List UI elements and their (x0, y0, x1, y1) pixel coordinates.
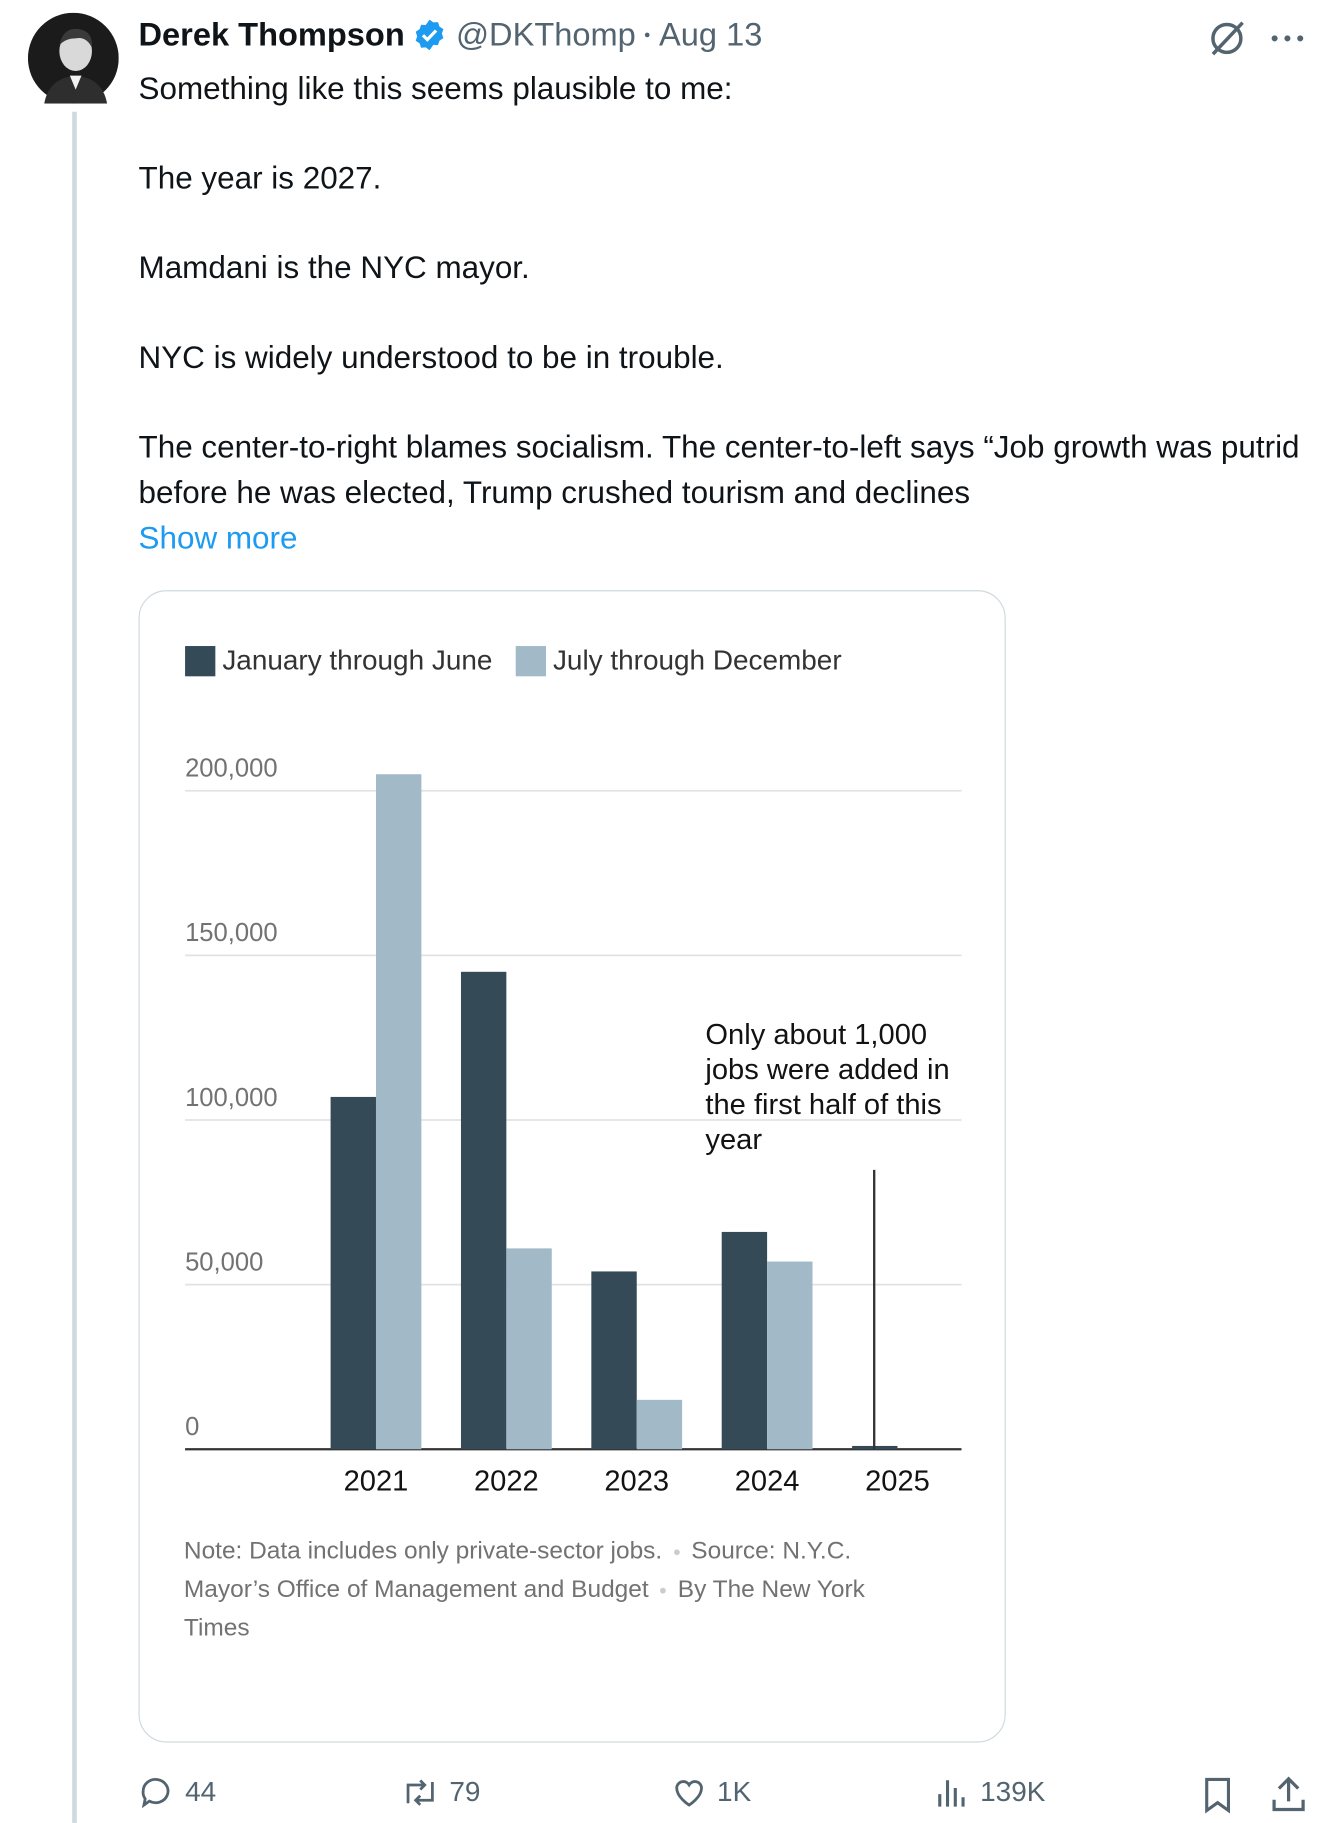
bar (721, 1231, 768, 1450)
paragraph: The center-to-right blames socialism. Th… (138, 429, 1300, 510)
separator (645, 32, 650, 38)
chart: January through June July through Decembe… (185, 645, 962, 1498)
paragraph: The year is 2027. (138, 160, 382, 196)
reply-count: 44 (185, 1776, 217, 1808)
x-tick-label: 2024 (735, 1466, 800, 1498)
bar (460, 971, 507, 1450)
bar (591, 1271, 637, 1450)
author-name[interactable]: Derek Thompson (138, 16, 405, 53)
grok-button[interactable] (1206, 17, 1248, 59)
legend-label: January through June (222, 645, 492, 676)
y-tick-label: 0 (185, 1413, 199, 1441)
verified-badge (415, 19, 444, 51)
like-count: 1K (717, 1776, 752, 1808)
paragraph: Mamdani is the NYC mayor. (138, 250, 530, 286)
share-button[interactable] (1269, 1774, 1309, 1816)
source: Source: N.Y.C. Mayor’s Office of Managem… (183, 1537, 852, 1603)
y-tick-label: 100,000 (185, 1084, 278, 1112)
paragraph: Something like this seems plausible to m… (138, 71, 733, 106)
y-tick-label: 200,000 (185, 755, 278, 783)
view-count: 139K (980, 1776, 1046, 1808)
paragraph: NYC is widely understood to be in troubl… (138, 339, 724, 375)
thread-line (72, 111, 77, 1823)
bar (375, 774, 422, 1450)
legend-label: July through December (553, 645, 842, 676)
tweet-text: Something like this seems plausible to m… (139, 66, 1303, 561)
repost-icon (406, 1779, 434, 1806)
legend-swatch (185, 646, 216, 677)
y-tick-label: 150,000 (185, 919, 278, 947)
tweet-header: Derek Thompson @DKThomp Aug 13 (139, 16, 763, 53)
bar (636, 1399, 683, 1450)
reply-icon (141, 1778, 170, 1809)
bar (767, 1261, 813, 1450)
separator (660, 1587, 667, 1594)
annotation: Only about 1,000 jobs were added in the … (705, 1018, 950, 1156)
post-date[interactable]: Aug 13 (659, 16, 763, 53)
bar (506, 1248, 552, 1450)
credit: By The New York Times (183, 1576, 865, 1642)
like-button[interactable]: 1K (670, 1774, 751, 1811)
x-tick-label: 2021 (344, 1466, 409, 1498)
reply-button[interactable]: 44 (139, 1774, 217, 1811)
bookmark-button[interactable] (1199, 1774, 1236, 1816)
x-tick-label: 2023 (604, 1466, 669, 1498)
bar (330, 1096, 376, 1450)
views-button[interactable]: 139K (934, 1774, 1046, 1811)
like-icon (675, 1780, 703, 1807)
media-card[interactable]: January through June July through Decembe… (138, 590, 1006, 1743)
show-more[interactable]: Show more (138, 520, 298, 556)
chart-footnote: Note: Data includes only private-sector … (184, 1532, 929, 1647)
author-handle[interactable]: @DKThomp (455, 16, 636, 53)
avatar[interactable] (27, 12, 119, 104)
note: Note: Data includes only private-sector … (183, 1537, 663, 1565)
x-tick-label: 2022 (474, 1466, 539, 1498)
repost-button[interactable]: 79 (400, 1774, 480, 1811)
views-icon (938, 1780, 965, 1807)
separator (673, 1549, 680, 1556)
repost-count: 79 (449, 1776, 481, 1808)
more-button[interactable] (1266, 23, 1308, 53)
legend-swatch (515, 646, 546, 677)
y-tick-label: 50,000 (185, 1248, 263, 1276)
x-tick-label: 2025 (865, 1466, 930, 1498)
